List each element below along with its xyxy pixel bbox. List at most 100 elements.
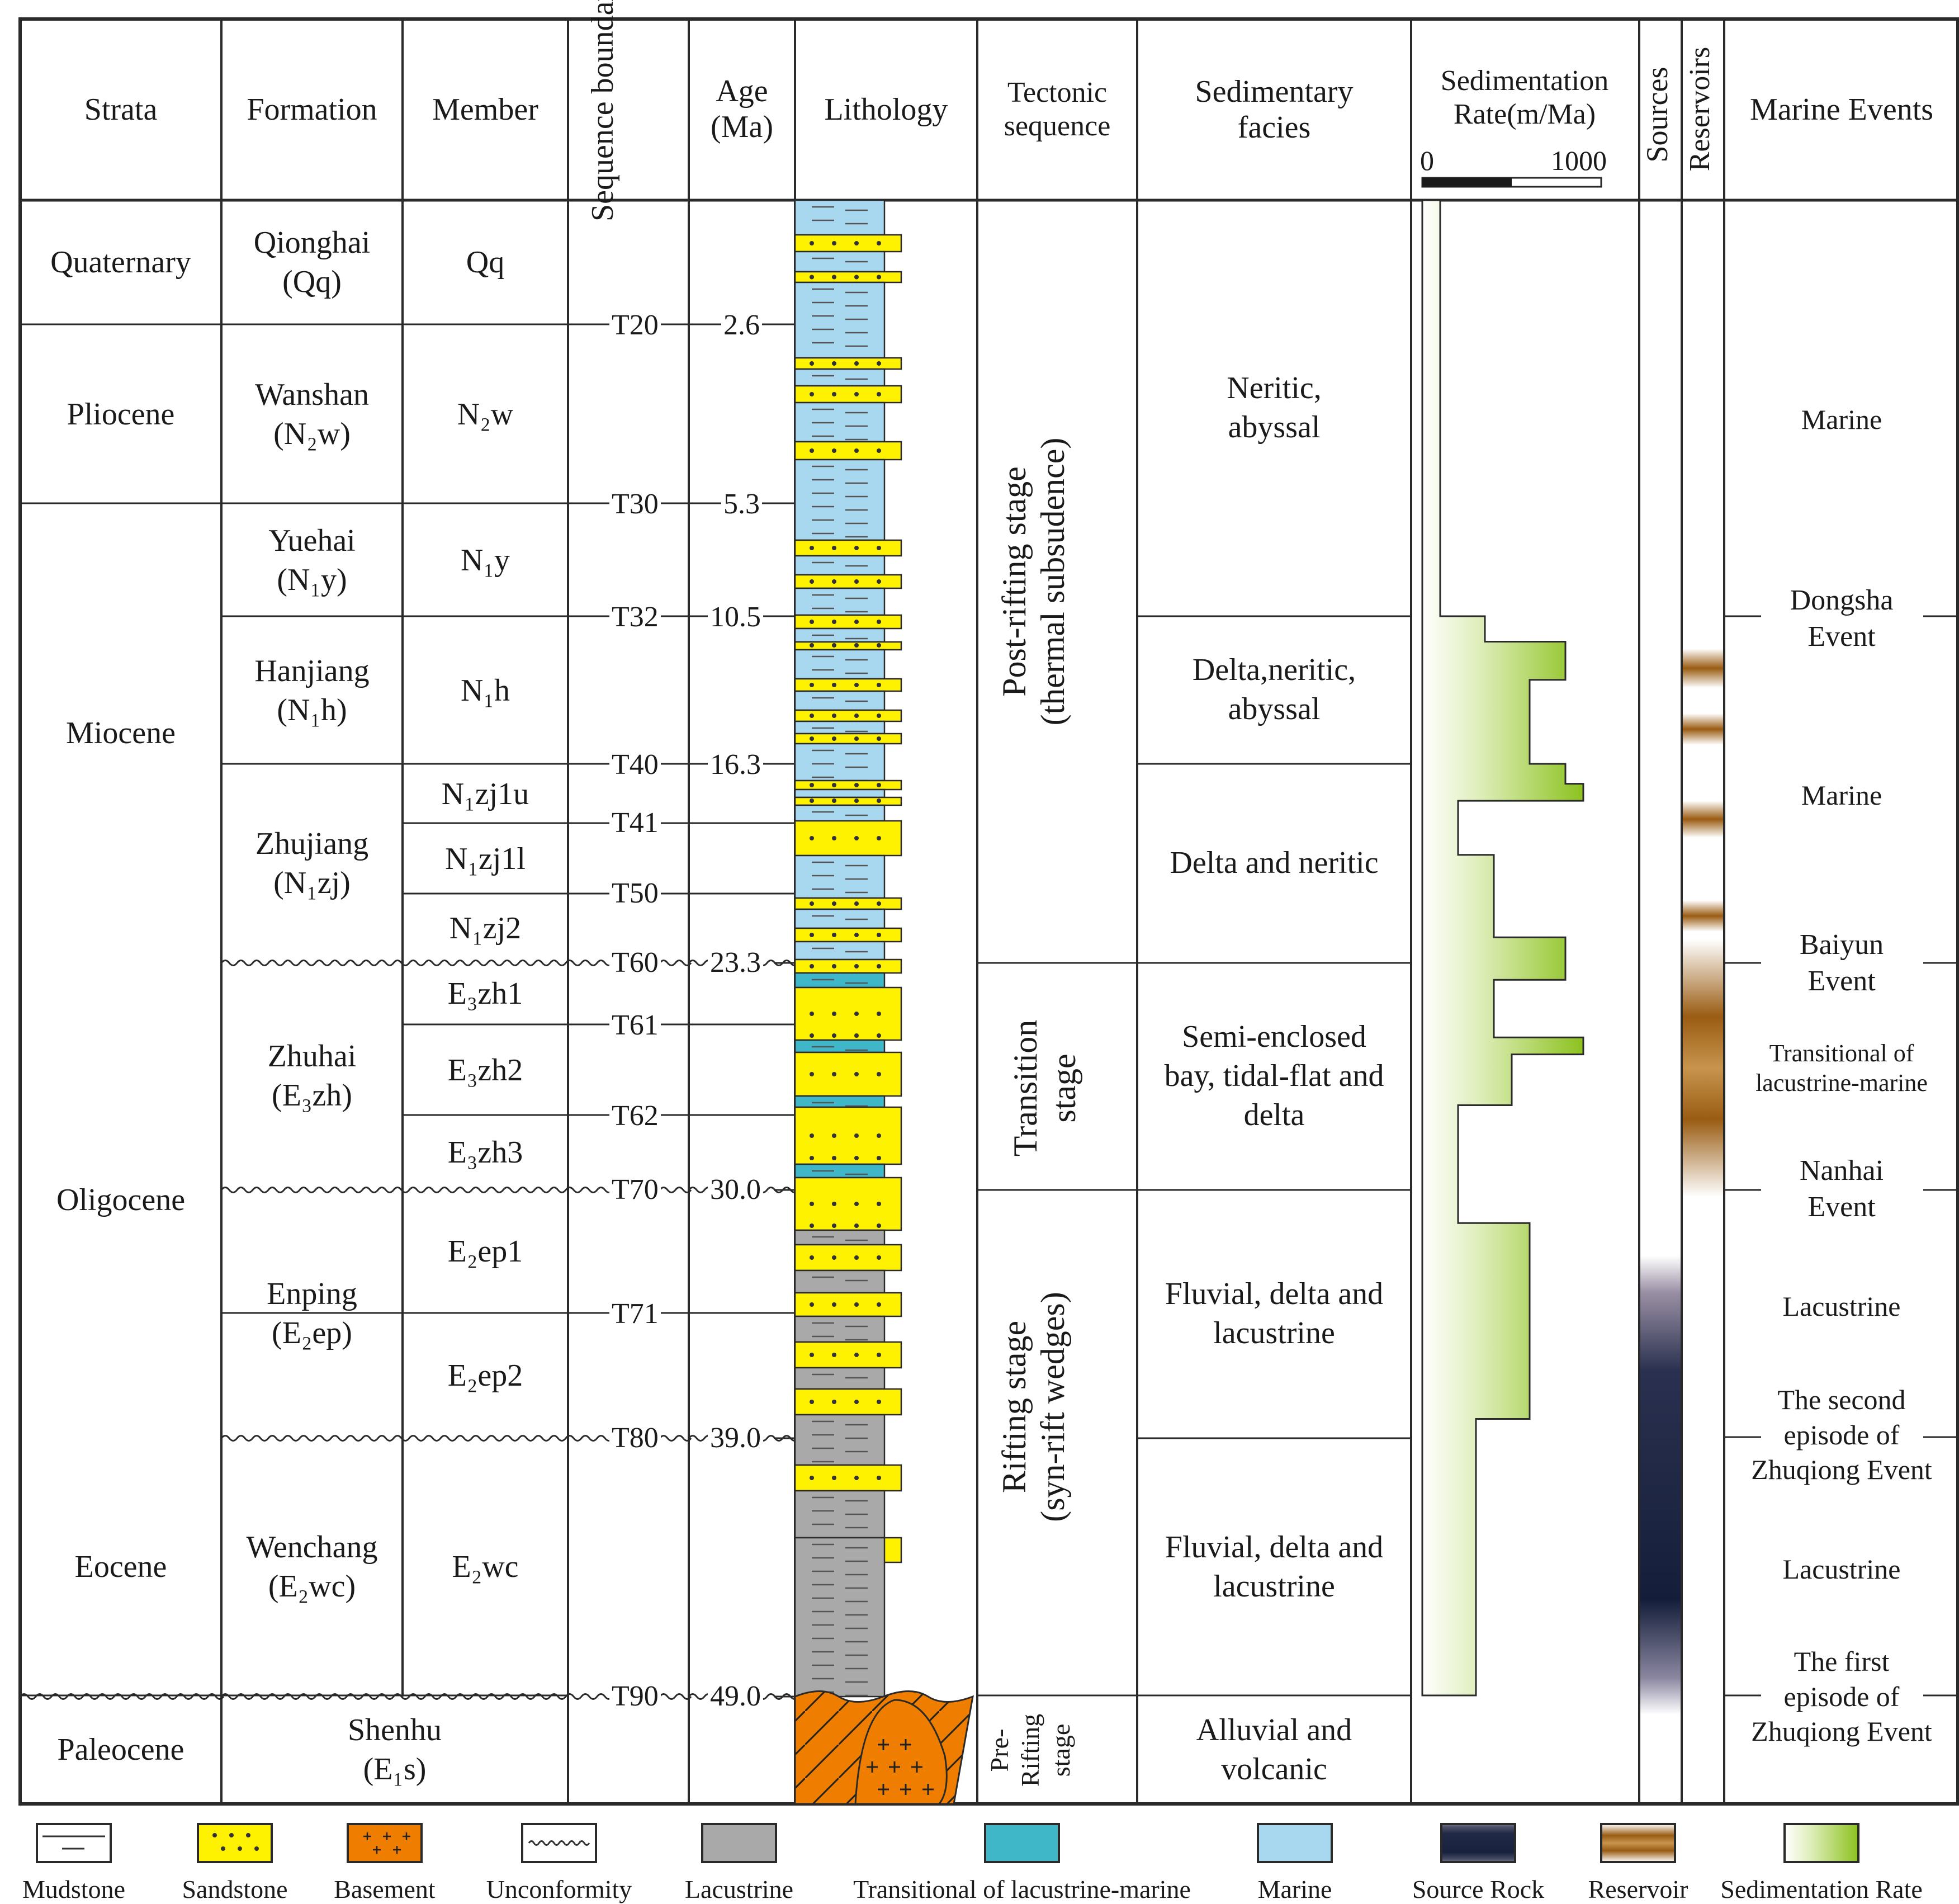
sand-dot [854,1012,859,1016]
mudstone-bed [794,788,886,799]
tectonic-transition: Transition stage [1007,1019,1082,1157]
sand-dot [832,620,836,624]
marine-event-label: Lacustrine [1782,1290,1901,1322]
boundary-label: T20 [609,311,661,340]
sand-dot [854,643,859,648]
tectonic-pre-rifting: Pre- Rifting stage [985,1713,1076,1787]
member-cell: E₂wc [452,1549,519,1584]
sand-dot [810,736,814,741]
mudstone-bed [794,908,886,929]
sand-dot [810,1133,814,1138]
sandstone-bed [794,927,902,943]
legend-swatch-basement [347,1823,423,1863]
reservoir-band [1683,649,1723,688]
header-formation: Formation [247,92,377,127]
sand-dot [832,275,836,280]
facies-cell: Alluvial and volcanic [1196,1713,1352,1787]
sand-dot [854,783,859,787]
legend-swatch-marine [1257,1823,1333,1863]
mudstone-bed [794,251,886,273]
boundary-age: 5.3 [721,490,762,519]
facies-cell: Semi-enclosed bay, tidal-flat and delta [1164,1019,1384,1132]
sand-dot [854,1202,859,1206]
sand-dot [877,241,881,245]
frame-border [18,17,1959,1806]
sand-dot [810,392,814,396]
sand-dot [877,392,881,396]
mudstone-bed [794,804,886,822]
sand-dot [854,579,859,584]
legend-sand-dot [221,1846,225,1851]
sand-dot [832,1202,836,1206]
sand-dot [810,620,814,624]
legend-label: Mudstone [22,1875,125,1903]
boundary-label: T41 [609,809,661,838]
boundary-age: 49.0 [708,1682,763,1711]
member-cell: Qq [466,245,505,280]
marine-event-label: Marine [1801,779,1882,811]
legend-label: Sandstone [182,1875,288,1903]
sand-dot [832,579,836,584]
formation-cell: Zhujiang (N₁zj) [255,826,369,900]
sand-dot [832,1302,836,1307]
lacustrine-bed [794,1490,886,1539]
legend-wave [528,1840,590,1846]
sand-dot [832,736,836,741]
strata-cell: Oligocene [56,1183,186,1217]
sand-dot [810,643,814,648]
formation-cell: Enping (E₂ep) [267,1277,357,1350]
sand-dot [854,241,859,245]
sand-dot [832,799,836,803]
mudstone-bed [794,627,886,643]
sand-dot [854,546,859,550]
header-reservoirs: Reservoirs [1684,46,1716,172]
sand-dot [832,361,836,366]
sand-dot [854,714,859,718]
sand-dot [810,836,814,840]
sand-dot [810,964,814,968]
boundary-label: T32 [609,603,661,632]
sand-dot [854,1400,859,1404]
sand-dot [810,1400,814,1404]
sand-dot [832,901,836,906]
sand-dot [877,1476,881,1480]
sand-dot [877,933,881,937]
sand-dot [832,933,836,937]
sand-dot [810,714,814,718]
formation-cell: Zhuhai (E₃zh) [267,1039,357,1113]
boundary-age: 30.0 [708,1175,763,1204]
sand-dot [877,1133,881,1138]
sand-dot [810,1033,814,1038]
header-marine-events: Marine Events [1749,92,1934,127]
mudstone-bed [794,854,886,899]
sand-dot [810,1156,814,1160]
sand-dot [832,964,836,968]
header-sources: Sources [1640,67,1674,163]
table-grid [18,17,1959,1806]
transitional-bed [794,1163,886,1179]
facies-cell: Neritic, abyssal [1227,371,1322,445]
sand-dot [854,1476,859,1480]
sand-dot [877,546,881,550]
sandstone-bed [794,614,902,630]
legend-swatch-transitional [984,1823,1060,1863]
rate-scale-min: 0 [1420,145,1434,176]
sand-dot [854,1156,859,1160]
facies-cell: Delta,neritic, abyssal [1192,653,1356,726]
sand-dot [832,683,836,687]
marine-event-item: The first episode of Zhuqiong Event [1751,1646,1932,1747]
sand-dot [832,1223,836,1228]
header-strata: Strata [84,92,158,127]
reservoir-band [1683,714,1723,745]
sand-dot [810,1223,814,1228]
unconformity-line [19,1693,225,1700]
sand-dot [810,901,814,906]
boundary-label: T61 [609,1011,661,1040]
sand-dot [877,620,881,624]
sand-dot [832,241,836,245]
sand-dot [877,964,881,968]
member-cell: E₂ep2 [447,1358,523,1393]
lacustrine-bed [794,1414,886,1466]
sand-dot [877,836,881,840]
